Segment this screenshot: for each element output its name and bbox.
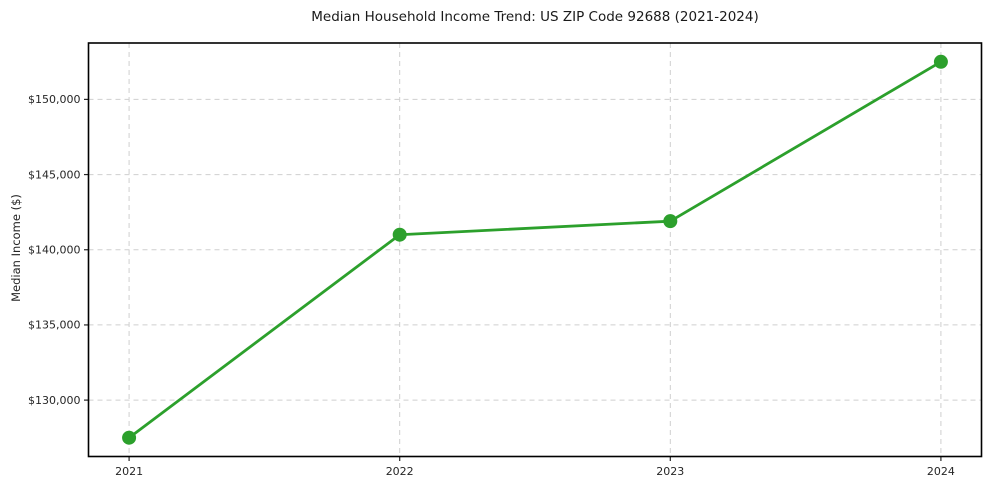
y-tick-label: $145,000 bbox=[28, 168, 81, 181]
data-point-2022 bbox=[392, 227, 407, 242]
data-point-2023 bbox=[663, 214, 678, 229]
x-tick-label: 2023 bbox=[656, 465, 684, 478]
plot-border bbox=[87, 42, 983, 458]
data-point-2021 bbox=[122, 430, 137, 445]
y-tick-label: $150,000 bbox=[28, 93, 81, 106]
y-tick-label: $135,000 bbox=[28, 319, 81, 332]
x-tick-label: 2024 bbox=[927, 465, 955, 478]
data-point-2024 bbox=[933, 54, 948, 69]
chart-title: Median Household Income Trend: US ZIP Co… bbox=[311, 9, 759, 25]
y-tick-label: $130,000 bbox=[28, 394, 81, 407]
x-tick-label: 2022 bbox=[386, 465, 414, 478]
income-trend-line bbox=[127, 60, 943, 440]
y-tick-label: $140,000 bbox=[28, 244, 81, 257]
x-tick-label: 2021 bbox=[115, 465, 143, 478]
